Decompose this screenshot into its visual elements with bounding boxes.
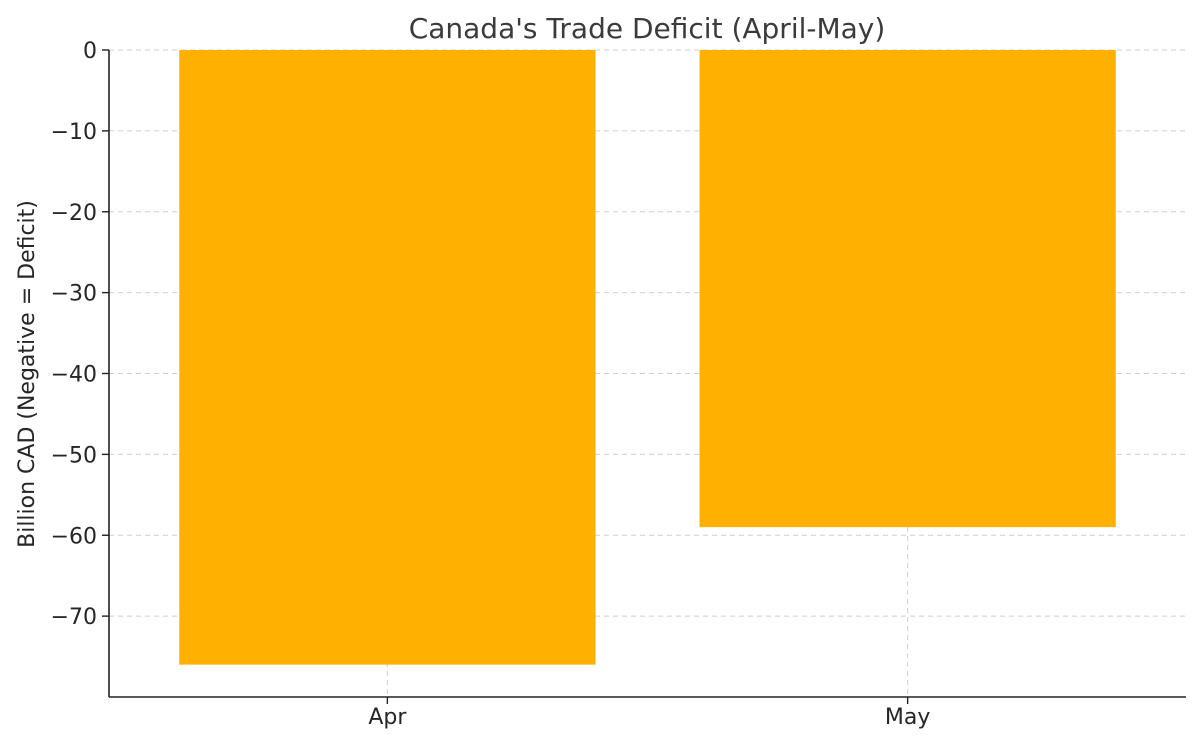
x-tick-label: Apr xyxy=(368,705,407,730)
ticks: 0 −10 −20 −30 −40 −50 −60 −70 Apr May xyxy=(51,39,931,730)
chart-title: Canada's Trade Deficit (April-May) xyxy=(409,12,886,45)
x-tick-label: May xyxy=(885,705,930,730)
y-tick-label: −30 xyxy=(51,282,97,307)
y-tick-label: −40 xyxy=(51,363,97,388)
y-axis-label: Billion CAD (Negative = Deficit) xyxy=(15,200,40,548)
y-tick-label: −10 xyxy=(51,120,97,145)
bars xyxy=(179,50,1116,665)
y-tick-label: −20 xyxy=(51,201,97,226)
y-tick-label: 0 xyxy=(83,39,97,64)
y-tick-label: −70 xyxy=(51,605,97,630)
y-tick-label: −60 xyxy=(51,524,97,549)
bar-apr xyxy=(179,50,596,665)
bar-may xyxy=(699,50,1116,528)
y-tick-label: −50 xyxy=(51,443,97,468)
